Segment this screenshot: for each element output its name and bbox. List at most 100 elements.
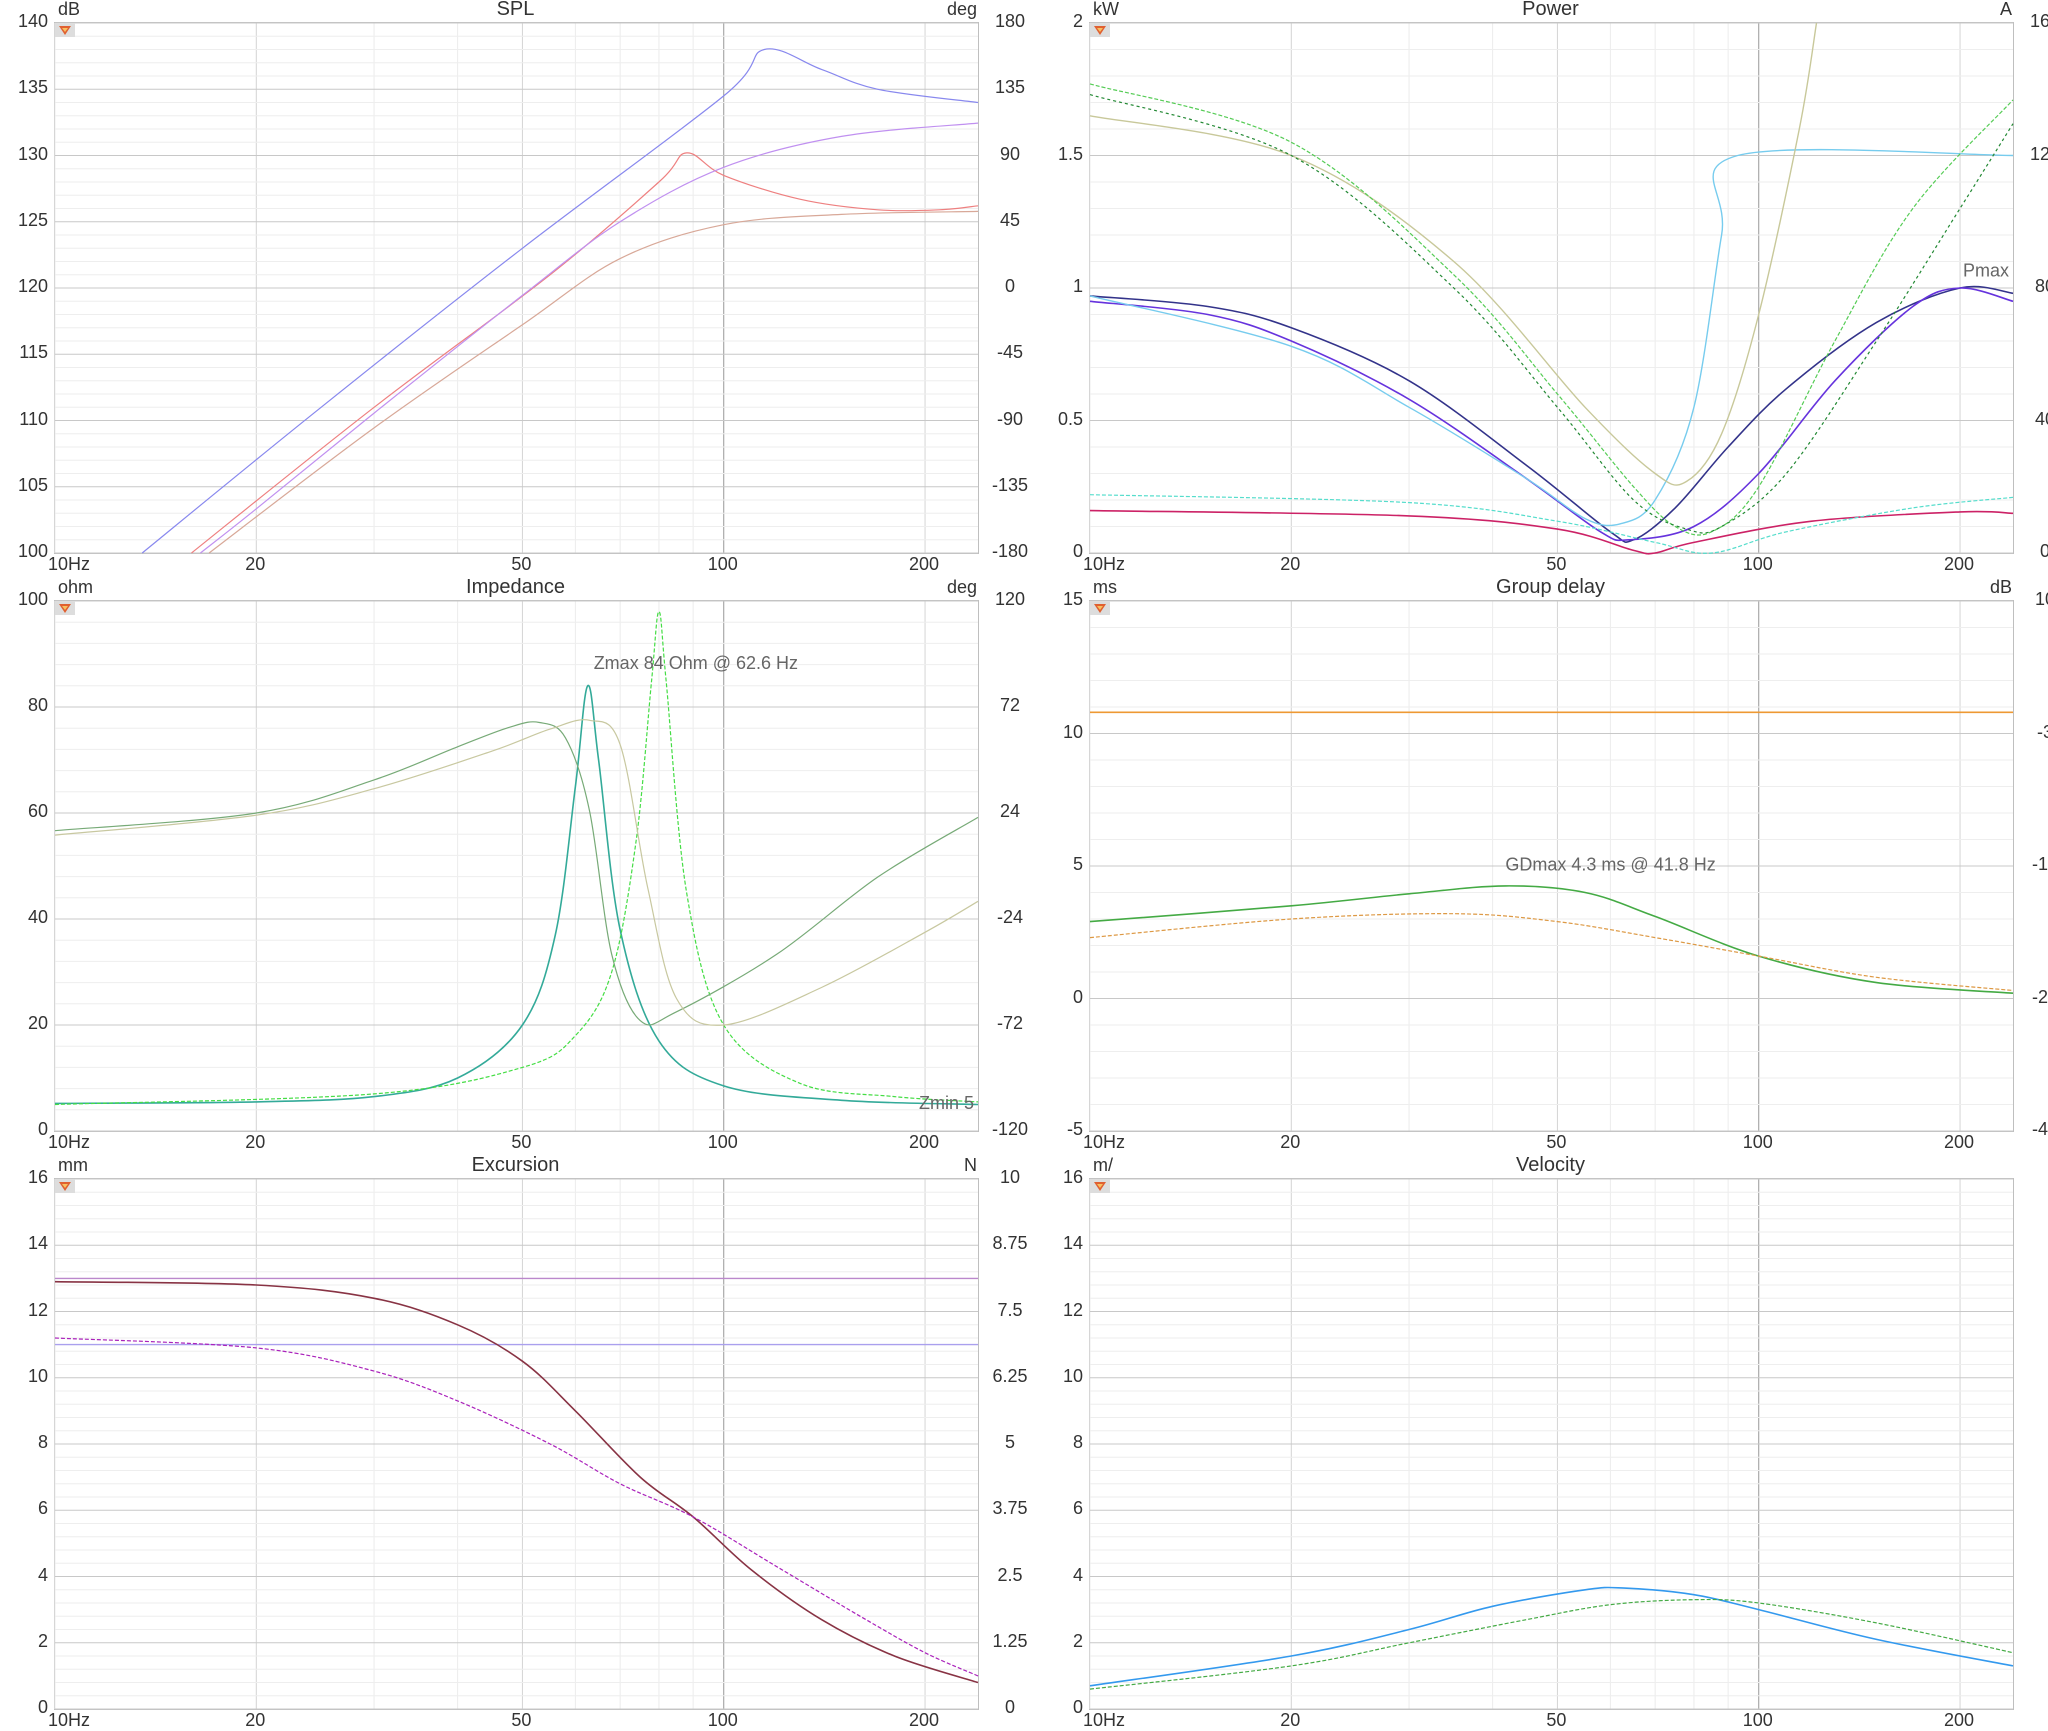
series-line-1 [141,48,979,554]
series-line-2 [1089,287,2014,542]
group_delay-svg: GDmax 4.3 ms @ 41.8 Hz [1089,600,2014,1132]
y-tick-label: 105 [17,474,48,495]
y2-tick-label: 3.75 [992,1498,1028,1519]
app-logo-icon [1090,1179,1110,1193]
y2-tick-label: 72 [999,695,1021,715]
x-tick-label: 100 [1742,1132,1773,1152]
y2-tick-label: -135 [991,474,1029,495]
y-tick-label: 14 [27,1233,48,1254]
y-tick-label: 130 [17,143,48,164]
y2-tick-label: 90 [999,143,1021,164]
x-tick-label: 10Hz [48,1710,91,1730]
excursion-svg [54,1178,979,1710]
y2-tick-label: 24 [999,801,1021,821]
y-tick-label: 5 [1072,854,1083,874]
y2-tick-label: -72 [996,1013,1023,1033]
y-axis-unit: dB [58,0,81,19]
x-tick-label: 10Hz [48,554,91,574]
y-tick-label: 8 [37,1432,48,1452]
series-line-3 [200,122,979,554]
y2-tick-label: -120 [991,1119,1029,1139]
series-line-1 [1089,1586,2014,1687]
y-tick-label: 15 [1062,589,1083,609]
series-line-3 [1089,148,2014,527]
y2-tick-label: 0 [1004,1697,1015,1717]
impedance-plot-area: Zmax 84 Ohm @ 62.6 Hz Zmin 5 [54,600,979,1132]
series-line-3 [54,721,979,1026]
series-line-8 [1089,494,2014,554]
y-tick-label: 4 [1072,1564,1083,1585]
x-tick-label: 50 [511,554,532,574]
series-line-2 [1089,885,2014,994]
y2-tick-label: 1.25 [992,1630,1028,1651]
x-tick-label: 50 [1546,1132,1567,1152]
x-tick-label: 20 [245,1710,266,1730]
x-tick-label: 200 [909,554,940,574]
y-tick-label: 12 [1062,1299,1083,1320]
power-plot-area: Pmax [1089,22,2014,555]
y2-axis-unit: dB [1989,577,2012,597]
series-line-4 [208,210,979,554]
x-tick-label: 100 [1742,554,1773,574]
app-logo-icon [1090,23,1110,37]
x-tick-label: 20 [1280,1710,1301,1730]
y2-tick-label: -3 [2036,721,2048,742]
x-tick-label: 100 [707,554,738,574]
series-line-7 [1089,509,2014,555]
x-tick-label: 20 [1280,554,1301,574]
series-line-3 [54,1280,979,1684]
x-tick-label: 50 [511,1132,532,1152]
y-axis-unit: mm [58,1155,88,1175]
chart-title: SPL [496,0,535,20]
y-tick-label: 10 [27,1365,48,1386]
x-tick-label: 200 [1944,1710,1975,1730]
y2-tick-label: 120 [994,589,1026,609]
series-line-4 [54,1337,979,1677]
y-axis-unit: m/ [1093,1155,1113,1175]
y2-axis-unit: deg [946,577,977,597]
y2-axis-unit: deg [946,0,977,19]
x-tick-label: 200 [909,1710,940,1730]
y-tick-label: 0 [37,1119,48,1139]
y-tick-label: 20 [27,1013,48,1033]
y2-tick-label: 2.5 [997,1564,1023,1585]
y2-tick-label: 160 [2029,11,2048,31]
excursion-plot-area [54,1178,979,1710]
y2-tick-label: -15 [2031,854,2048,874]
series-line-4 [1089,22,1818,486]
y-tick-label: 120 [17,276,48,296]
series-line-1 [54,684,979,1106]
y2-tick-label: -24 [996,907,1023,927]
y-tick-label: 0.5 [1057,408,1083,429]
y2-axis-unit: N [964,1155,977,1175]
app-logo-icon [1090,601,1110,615]
x-tick-label: 20 [245,554,266,574]
x-tick-label: 50 [511,1710,532,1730]
y-tick-label: 14 [1062,1233,1083,1254]
y-tick-label: 10 [1062,721,1083,742]
spl-svg [54,22,979,554]
y2-tick-label: 8.75 [992,1233,1028,1254]
series-line-6 [1089,94,2014,534]
x-tick-label: 10Hz [1083,1132,1126,1152]
annotation-label: Zmin 5 [919,1093,974,1113]
chart-title: Power [1522,0,1579,20]
y-tick-label: 12 [27,1299,48,1320]
x-tick-label: 20 [1280,1132,1301,1152]
y-axis-unit: kW [1093,0,1119,19]
y-tick-label: 125 [17,209,48,230]
y-tick-label: 4 [37,1564,48,1585]
y-tick-label: 140 [17,11,48,31]
series-line-3 [1089,913,2014,992]
chart-title: Excursion [471,1154,560,1176]
x-tick-label: 10Hz [48,1132,91,1152]
x-tick-label: 10Hz [1083,1710,1126,1730]
app-logo-icon [55,23,75,37]
annotation-label: Zmax 84 Ohm @ 62.6 Hz [594,653,798,673]
x-tick-label: 10Hz [1083,554,1126,574]
x-tick-label: 100 [707,1132,738,1152]
chart-title: Impedance [466,576,565,598]
y-tick-label: -5 [1066,1119,1083,1139]
y-tick-label: 2 [1072,11,1083,31]
series-line-1 [1089,285,2014,544]
